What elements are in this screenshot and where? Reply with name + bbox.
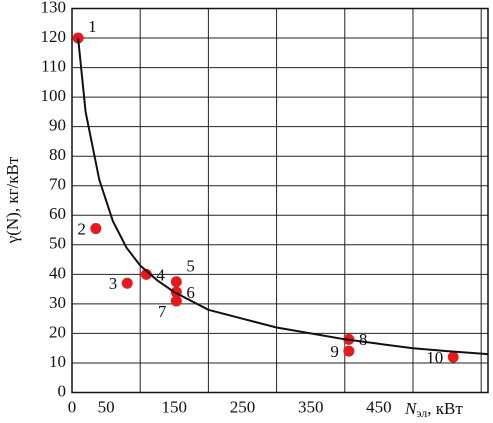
plot-frame bbox=[71, 7, 489, 394]
x-axis-label: Nэл, кВт bbox=[404, 399, 463, 420]
point-label: 9 bbox=[330, 342, 339, 361]
y-tick-label: 130 bbox=[41, 0, 67, 16]
y-tick-label: 0 bbox=[58, 381, 67, 400]
y-tick-label: 60 bbox=[49, 204, 66, 223]
x-tick-label: 250 bbox=[230, 397, 256, 416]
y-tick-label: 80 bbox=[49, 145, 66, 164]
x-label-sub: эл bbox=[416, 406, 427, 420]
y-tick-label: 120 bbox=[41, 27, 67, 46]
y-tick-label: 100 bbox=[41, 86, 67, 105]
data-point bbox=[170, 295, 182, 307]
point-label: 2 bbox=[77, 219, 86, 238]
data-point bbox=[343, 345, 355, 357]
point-label: 4 bbox=[156, 265, 165, 284]
data-point bbox=[140, 268, 152, 280]
point-label: 6 bbox=[186, 283, 195, 302]
point-label: 8 bbox=[359, 330, 368, 349]
y-tick-label: 50 bbox=[49, 234, 66, 253]
x-label-symbol: N bbox=[404, 399, 418, 418]
y-axis-label: γ(N), кг/кВт bbox=[3, 156, 22, 244]
data-point bbox=[170, 276, 182, 288]
y-tick-label: 110 bbox=[41, 56, 66, 75]
data-point bbox=[447, 351, 459, 363]
data-point bbox=[121, 277, 133, 289]
y-tick-label: 40 bbox=[49, 263, 66, 282]
x-tick-label: 150 bbox=[162, 397, 188, 416]
data-point bbox=[90, 223, 102, 235]
fit-curve bbox=[77, 37, 489, 356]
point-label: 10 bbox=[426, 348, 443, 367]
y-tick-label: 70 bbox=[49, 175, 66, 194]
point-label: 3 bbox=[109, 274, 118, 293]
x-tick-label: 450 bbox=[366, 397, 392, 416]
x-label-unit: , кВт bbox=[427, 399, 463, 418]
x-tick-label: 0 bbox=[68, 397, 77, 416]
x-tick-label: 50 bbox=[98, 397, 115, 416]
point-label: 7 bbox=[158, 302, 167, 321]
y-tick-label: 30 bbox=[49, 293, 66, 312]
y-tick-label: 20 bbox=[49, 322, 66, 341]
point-label: 5 bbox=[186, 257, 195, 276]
y-tick-label: 90 bbox=[49, 116, 66, 135]
y-tick-label: 10 bbox=[49, 352, 66, 371]
x-tick-label: 350 bbox=[298, 397, 324, 416]
point-label: 1 bbox=[88, 17, 97, 36]
